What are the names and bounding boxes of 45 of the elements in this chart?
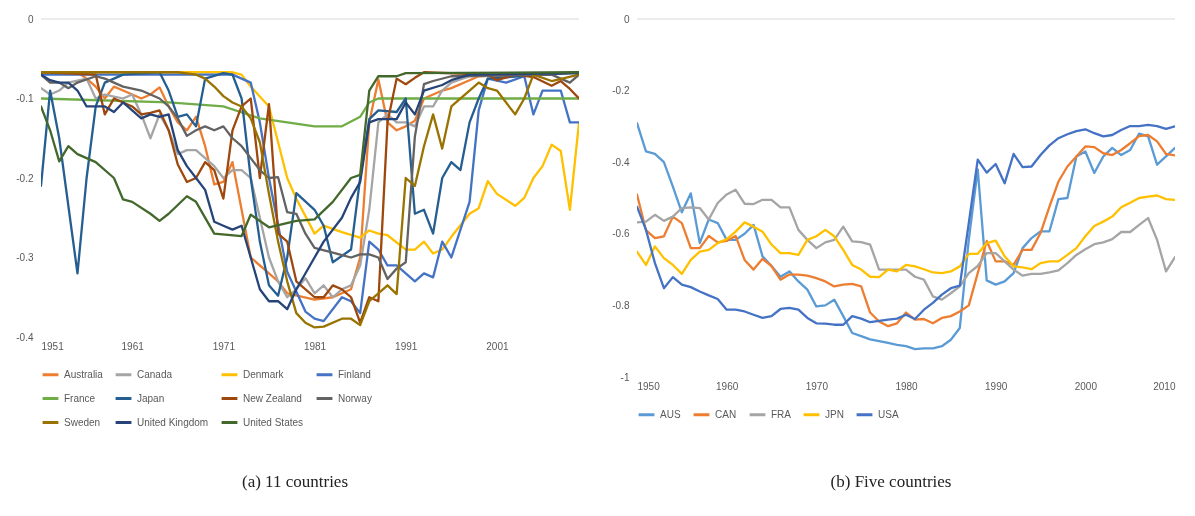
x-tick-label: 1981 xyxy=(303,340,327,352)
legend-label: New Zealand xyxy=(243,392,302,404)
y-tick-label: -0.4 xyxy=(16,331,34,343)
x-tick-label: 1980 xyxy=(895,380,919,392)
line-series xyxy=(41,97,579,128)
x-tick-label: 2010 xyxy=(1153,380,1176,392)
text: (a) 11 countries xyxy=(240,472,350,492)
x-tick-label: 1990 xyxy=(985,380,1008,392)
x-tick-label: 1950 xyxy=(637,380,661,392)
x-tick-label: 1960 xyxy=(716,380,739,392)
y-tick-label: -1 xyxy=(620,371,630,383)
x-tick-label: 1951 xyxy=(41,340,65,352)
text: (b) Five countries xyxy=(829,472,953,492)
legend-label: AUS xyxy=(660,408,681,420)
y-tick-label: -0.4 xyxy=(612,156,630,168)
y-tick-label: -0.1 xyxy=(16,93,34,104)
legend-label: JPN xyxy=(825,408,844,420)
legend-label: Denmark xyxy=(243,368,285,380)
legend-label: United States xyxy=(243,416,304,428)
line-series xyxy=(637,194,1175,279)
legend-label: Finland xyxy=(338,368,371,380)
legend-label: USA xyxy=(878,408,899,420)
y-tick-label: 0 xyxy=(27,13,34,25)
x-tick-label: 1961 xyxy=(121,340,145,352)
legend-label: Sweden xyxy=(64,416,101,428)
line-series xyxy=(637,188,1175,301)
y-tick-label: 0 xyxy=(623,13,630,25)
legend-label: Canada xyxy=(137,368,173,380)
legend-label: Norway xyxy=(338,392,372,404)
y-tick-label: -0.2 xyxy=(612,85,630,97)
legend-label: Australia xyxy=(64,368,104,380)
y-tick-label: -0.8 xyxy=(612,299,630,311)
x-tick-label: 1991 xyxy=(395,340,418,352)
x-tick-label: 2000 xyxy=(1074,380,1098,392)
legend-label: United Kingdom xyxy=(137,416,209,428)
x-tick-label: 1970 xyxy=(805,380,829,392)
legend-label: FRA xyxy=(771,408,792,420)
legend-label: CAN xyxy=(715,408,737,420)
y-tick-label: -0.2 xyxy=(16,172,34,184)
x-tick-label: 1971 xyxy=(212,340,236,352)
legend-label: France xyxy=(64,392,96,404)
x-tick-label: 2001 xyxy=(486,340,509,352)
y-tick-label: -0.3 xyxy=(16,252,34,263)
legend-label: Japan xyxy=(137,392,165,404)
y-tick-label: -0.6 xyxy=(612,228,630,240)
